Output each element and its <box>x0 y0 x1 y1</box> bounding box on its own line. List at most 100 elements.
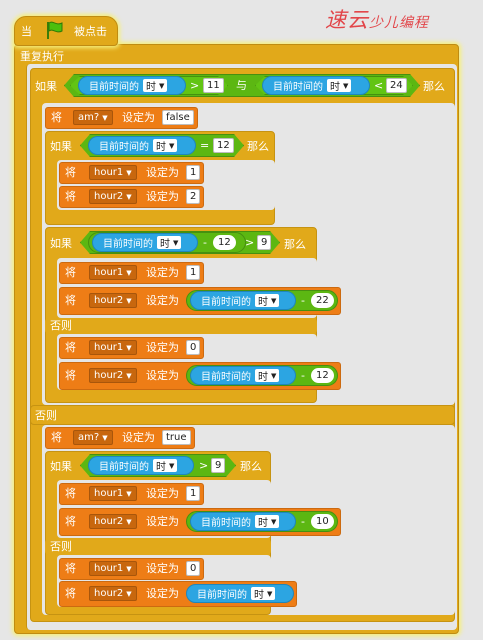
current-time-reporter[interactable]: 目前时间的 时 ▼ <box>190 366 296 385</box>
set-prefix-label: 将 <box>65 369 76 382</box>
current-time-reporter[interactable]: 目前时间的 时 ▼ <box>92 233 198 252</box>
variable-dropdown[interactable]: hour2 ▼ <box>89 293 137 308</box>
time-unit-dropdown[interactable]: 时 ▼ <box>327 79 352 93</box>
set-to-label: 设定为 <box>146 369 179 382</box>
variable-dropdown[interactable]: hour1 ▼ <box>89 561 137 576</box>
current-time-reporter[interactable]: 目前时间的 时 ▼ <box>262 76 370 95</box>
time-unit-dropdown[interactable]: 时 ▼ <box>255 515 280 529</box>
variable-dropdown[interactable]: hour2 ▼ <box>89 368 137 383</box>
variable-dropdown[interactable]: hour1 ▼ <box>89 340 137 355</box>
number-input[interactable]: 12 <box>213 235 236 250</box>
set-prefix-label: 将 <box>65 515 76 528</box>
value-input[interactable]: 0 <box>186 561 201 576</box>
outer-else-label: 否则 <box>35 409 57 422</box>
set-to-label: 设定为 <box>146 266 179 279</box>
when-flag-clicked-block[interactable] <box>14 16 118 46</box>
minus-symbol: - <box>203 236 207 249</box>
hat-prefix-label: 当 <box>21 25 32 38</box>
else-bar <box>45 318 317 334</box>
variable-dropdown[interactable]: am? ▼ <box>73 110 113 125</box>
current-time-reporter[interactable]: 目前时间的 时 ▼ <box>88 456 194 475</box>
sensor-label: 目前时间的 <box>273 82 323 93</box>
variable-name: hour1 <box>94 563 124 574</box>
number-input[interactable]: 9 <box>257 235 272 250</box>
set-prefix-label: 将 <box>65 166 76 179</box>
lt-symbol: < <box>374 79 384 92</box>
then-label: 那么 <box>240 460 262 473</box>
current-time-reporter[interactable]: 目前时间的 时 ▼ <box>88 136 196 155</box>
time-unit-dropdown[interactable]: 时 ▼ <box>143 79 168 93</box>
value-input[interactable]: 1 <box>186 265 201 280</box>
current-time-reporter[interactable]: 目前时间的 时 ▼ <box>186 584 294 603</box>
dropdown-arrow-icon: ▼ <box>169 141 175 150</box>
time-unit-dropdown[interactable]: 时 ▼ <box>251 587 276 601</box>
value-input[interactable]: true <box>162 430 191 445</box>
sensor-label: 目前时间的 <box>201 372 251 383</box>
dropdown-arrow-icon: ▼ <box>102 113 108 122</box>
outer-mid-bar <box>30 405 455 425</box>
variable-name: hour2 <box>94 191 124 202</box>
number-input[interactable]: 12 <box>311 368 334 383</box>
variable-name: hour1 <box>94 167 124 178</box>
number-input[interactable]: 10 <box>311 514 334 529</box>
sensor-label: 目前时间的 <box>201 518 251 529</box>
dropdown-arrow-icon: ▼ <box>126 296 132 305</box>
time-unit-dropdown[interactable]: 时 ▼ <box>153 459 178 473</box>
gt-symbol: > <box>190 79 200 92</box>
set-to-label: 设定为 <box>122 431 155 444</box>
time-unit-dropdown[interactable]: 时 ▼ <box>255 294 280 308</box>
minus-symbol: - <box>301 515 305 528</box>
variable-dropdown[interactable]: hour2 ▼ <box>89 514 137 529</box>
current-time-reporter[interactable]: 目前时间的 时 ▼ <box>190 512 296 531</box>
if-label: 如果 <box>50 237 72 250</box>
variable-dropdown[interactable]: hour1 ▼ <box>89 165 137 180</box>
variable-dropdown[interactable]: hour2 ▼ <box>89 586 137 601</box>
value-input[interactable]: 1 <box>186 165 201 180</box>
dropdown-arrow-icon: ▼ <box>173 238 179 247</box>
current-time-reporter[interactable]: 目前时间的 时 ▼ <box>190 291 296 310</box>
value-input[interactable]: 0 <box>186 340 201 355</box>
set-to-label: 设定为 <box>146 294 179 307</box>
value-input[interactable]: false <box>162 110 194 125</box>
time-unit-value: 时 <box>258 297 268 308</box>
number-input[interactable]: 9 <box>211 458 226 473</box>
number-input[interactable]: 11 <box>203 78 224 93</box>
value-input[interactable]: 1 <box>186 486 201 501</box>
variable-dropdown[interactable]: hour2 ▼ <box>89 189 137 204</box>
time-unit-value: 时 <box>330 82 340 93</box>
variable-dropdown[interactable]: am? ▼ <box>73 430 113 445</box>
dropdown-arrow-icon: ▼ <box>126 168 132 177</box>
set-to-label: 设定为 <box>146 166 179 179</box>
green-flag-icon <box>47 21 63 39</box>
variable-name: am? <box>78 432 100 443</box>
variable-name: hour2 <box>94 295 124 306</box>
number-input[interactable]: 24 <box>386 78 407 93</box>
value-input[interactable]: 2 <box>186 189 201 204</box>
variable-name: am? <box>78 112 100 123</box>
variable-name: hour1 <box>94 342 124 353</box>
set-to-label: 设定为 <box>146 587 179 600</box>
sensor-label: 目前时间的 <box>197 590 247 601</box>
set-prefix-label: 将 <box>65 294 76 307</box>
dropdown-arrow-icon: ▼ <box>159 81 165 90</box>
hat-suffix-label: 被点击 <box>74 25 107 38</box>
time-unit-dropdown[interactable]: 时 ▼ <box>153 139 178 153</box>
then-label: 那么 <box>247 140 269 153</box>
number-input[interactable]: 12 <box>213 138 234 153</box>
dropdown-arrow-icon: ▼ <box>126 564 132 573</box>
sensor-label: 目前时间的 <box>201 297 251 308</box>
variable-dropdown[interactable]: hour1 ▼ <box>89 486 137 501</box>
set-to-label: 设定为 <box>146 341 179 354</box>
variable-name: hour2 <box>94 516 124 527</box>
dropdown-arrow-icon: ▼ <box>126 192 132 201</box>
dropdown-arrow-icon: ▼ <box>102 433 108 442</box>
variable-dropdown[interactable]: hour1 ▼ <box>89 265 137 280</box>
time-unit-dropdown[interactable]: 时 ▼ <box>255 369 280 383</box>
else-label: 否则 <box>50 540 72 553</box>
current-time-reporter[interactable]: 目前时间的 时 ▼ <box>78 76 186 95</box>
if-label: 如果 <box>50 460 72 473</box>
time-unit-dropdown[interactable]: 时 ▼ <box>157 236 182 250</box>
watermark-small-text: 少儿编程 <box>369 15 429 31</box>
time-unit-value: 时 <box>156 142 166 153</box>
number-input[interactable]: 22 <box>311 293 334 308</box>
